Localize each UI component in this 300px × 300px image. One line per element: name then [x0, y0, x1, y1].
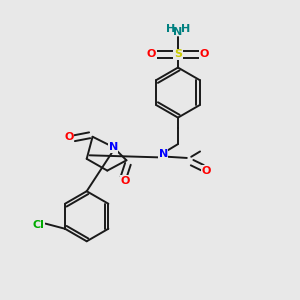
Text: S: S — [174, 49, 182, 59]
Text: O: O — [200, 49, 209, 59]
Text: N: N — [173, 27, 183, 37]
Text: N: N — [109, 142, 118, 152]
Text: H: H — [166, 24, 175, 34]
Text: O: O — [201, 166, 211, 176]
Text: N: N — [159, 149, 168, 159]
Text: H: H — [181, 24, 190, 34]
Text: Cl: Cl — [32, 220, 44, 230]
Text: O: O — [120, 176, 130, 186]
Text: O: O — [64, 132, 74, 142]
Text: O: O — [147, 49, 156, 59]
